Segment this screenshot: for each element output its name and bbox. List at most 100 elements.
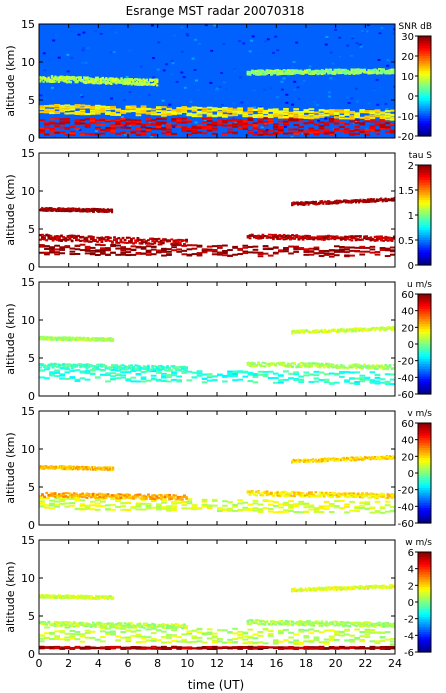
data-cell: [354, 377, 360, 380]
noise-cell: [186, 34, 190, 37]
data-cell: [344, 238, 347, 241]
data-cell: [108, 338, 111, 341]
data-cell: [369, 200, 372, 203]
data-cell: [333, 364, 337, 367]
data-cell: [352, 236, 356, 239]
data-cell: [171, 124, 177, 127]
data-cell: [313, 380, 320, 383]
data-cell: [196, 124, 203, 127]
data-cell: [265, 71, 269, 74]
data-cell: [252, 133, 259, 136]
data-cell: [217, 110, 223, 113]
data-cell: [181, 500, 188, 503]
data-cell: [339, 110, 345, 113]
data-cell: [70, 235, 74, 238]
data-cell: [191, 129, 198, 132]
data-cell: [298, 379, 305, 382]
data-cell: [341, 329, 344, 332]
data-cell: [45, 78, 49, 81]
data-cell: [119, 238, 123, 241]
data-cell: [354, 380, 360, 383]
noise-cell: [265, 105, 269, 108]
data-cell: [206, 248, 213, 251]
data-cell: [286, 363, 290, 366]
data-cell: [49, 129, 55, 132]
data-cell: [108, 77, 111, 80]
data-cell: [145, 251, 152, 254]
data-cell: [320, 362, 324, 365]
noise-cell: [292, 88, 296, 91]
data-cell: [322, 235, 326, 238]
colorbar-tick-label: 60: [401, 290, 414, 301]
data-cell: [111, 338, 114, 341]
data-cell: [283, 116, 289, 119]
data-cell: [211, 499, 218, 502]
data-cell: [68, 363, 72, 366]
data-cell: [61, 339, 64, 342]
data-cell: [247, 251, 254, 254]
data-cell: [89, 107, 96, 110]
data-cell: [191, 106, 198, 109]
colorbar-segment: [418, 389, 431, 393]
data-cell: [51, 239, 55, 242]
data-cell: [52, 336, 55, 339]
data-cell: [365, 329, 368, 332]
noise-cell: [70, 56, 74, 59]
data-cell: [316, 331, 319, 334]
data-cell: [283, 246, 289, 249]
data-cell: [110, 113, 116, 116]
data-cell: [250, 234, 254, 237]
noise-cell: [392, 32, 395, 35]
data-cell: [164, 366, 167, 369]
data-cell: [125, 110, 132, 113]
data-cell: [350, 236, 354, 239]
data-cell: [123, 239, 127, 242]
data-cell: [344, 111, 350, 114]
data-cell: [55, 237, 59, 240]
data-cell: [166, 240, 169, 243]
data-cell: [346, 330, 349, 333]
data-cell: [349, 328, 352, 331]
data-cell: [196, 252, 203, 255]
data-cell: [300, 330, 303, 333]
colorbar-segment: [418, 235, 431, 239]
data-cell: [278, 237, 282, 240]
data-cell: [181, 120, 188, 123]
data-cell: [44, 208, 47, 211]
data-cell: [367, 365, 371, 368]
data-cell: [379, 123, 386, 126]
y-tick-label: 15: [21, 18, 35, 31]
data-cell: [67, 77, 71, 80]
colorbar-segment: [418, 43, 431, 47]
data-cell: [206, 504, 213, 507]
noise-cell: [216, 87, 220, 90]
data-cell: [77, 208, 80, 211]
data-cell: [61, 337, 64, 340]
data-cell: [59, 110, 66, 113]
data-cell: [135, 504, 142, 507]
data-cell: [323, 331, 326, 334]
data-cell: [161, 118, 167, 121]
data-cell: [135, 111, 142, 114]
data-cell: [211, 109, 218, 112]
data-cell: [356, 238, 360, 241]
noise-cell: [357, 44, 361, 47]
noise-cell: [308, 65, 312, 68]
data-cell: [384, 113, 391, 116]
y-tick-label: 10: [21, 56, 35, 69]
data-cell: [303, 371, 310, 374]
data-cell: [172, 365, 176, 368]
data-cell: [252, 245, 259, 248]
data-cell: [389, 373, 395, 376]
data-cell: [155, 121, 162, 124]
noise-cell: [198, 42, 202, 45]
noise-cell: [170, 59, 174, 62]
data-cell: [365, 238, 369, 241]
data-cell: [72, 366, 76, 369]
data-cell: [374, 380, 381, 383]
data-cell: [59, 374, 66, 377]
data-cell: [84, 104, 91, 107]
data-cell: [70, 210, 73, 213]
data-cell: [70, 207, 73, 210]
data-cell: [79, 133, 86, 136]
